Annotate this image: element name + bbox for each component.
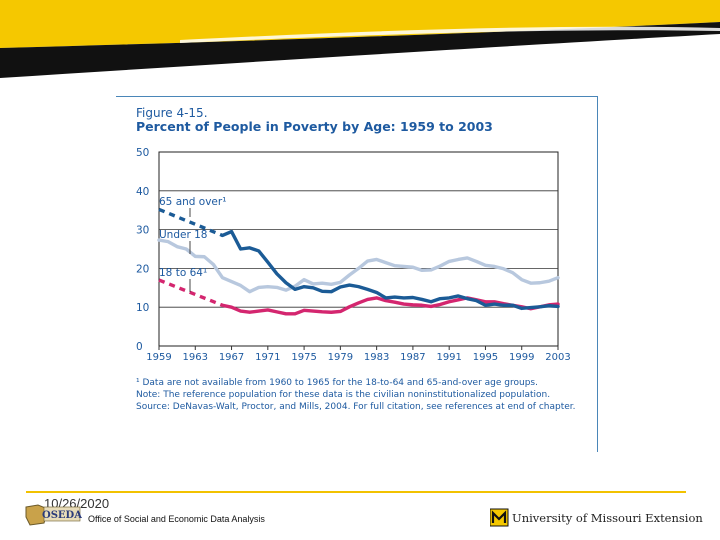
x-tick-label: 1983	[364, 352, 389, 363]
x-tick-label: 1975	[291, 352, 316, 363]
note-reference: Note: The reference population for these…	[136, 390, 551, 400]
mu-extension-text: University of Missouri Extension	[512, 511, 703, 525]
x-tick-label: 1995	[473, 352, 498, 363]
figure-title-block: Figure 4-15. Percent of People in Povert…	[136, 106, 493, 134]
chart-title: Percent of People in Poverty by Age: 195…	[136, 119, 493, 134]
series-18-to-64-dashed	[158, 278, 224, 307]
figure-border-top	[116, 96, 598, 97]
x-tick-label: 1963	[183, 352, 208, 363]
series-65-and-over-dashed	[158, 207, 224, 237]
footer-org: Office of Social and Economic Data Analy…	[88, 514, 265, 524]
series-under-18	[157, 238, 560, 294]
note-source: Source: DeNavas-Walt, Proctor, and Mills…	[136, 402, 576, 412]
y-tick-label: 30	[136, 225, 149, 237]
y-tick-label: 10	[136, 302, 149, 314]
x-tick-label: 1967	[219, 352, 244, 363]
poverty-figure: Figure 4-15. Percent of People in Povert…	[116, 96, 598, 452]
banner-white-streak	[180, 26, 720, 43]
y-tick-label: 20	[136, 263, 149, 275]
figure-notes: ¹ Data are not available from 1960 to 19…	[136, 378, 586, 414]
x-tick-label: 1971	[255, 352, 280, 363]
series-label-18-to-64: 18 to 64¹	[159, 267, 207, 279]
top-banner	[0, 0, 720, 78]
plot-frame	[158, 151, 559, 347]
x-tick-label: 2003	[545, 352, 570, 363]
y-tick-label: 0	[136, 341, 143, 353]
y-tick-label: 50	[136, 147, 149, 159]
x-tick-label: 1991	[436, 352, 461, 363]
x-tick-label: 1979	[328, 352, 353, 363]
series-label-65-and-over: 65 and over¹	[159, 196, 226, 208]
banner-yellow-swoosh	[0, 0, 720, 48]
footer-divider	[26, 491, 686, 493]
series-65-and-over	[220, 229, 560, 311]
x-tick-label: 1987	[400, 352, 425, 363]
x-tick-label: 1999	[509, 352, 534, 363]
figure-label: Figure 4-15.	[136, 106, 208, 120]
oseda-logo: OSEDA	[25, 504, 82, 526]
series-label-under-18: Under 18	[159, 229, 207, 241]
figure-border-right	[597, 96, 598, 452]
y-tick-label: 40	[136, 186, 149, 198]
banner-black-swoosh	[0, 22, 720, 78]
mu-extension-logo	[490, 508, 509, 527]
oseda-logo-text: OSEDA	[42, 510, 82, 521]
note-footnote: ¹ Data are not available from 1960 to 19…	[136, 378, 538, 388]
x-tick-label: 1959	[146, 352, 171, 363]
